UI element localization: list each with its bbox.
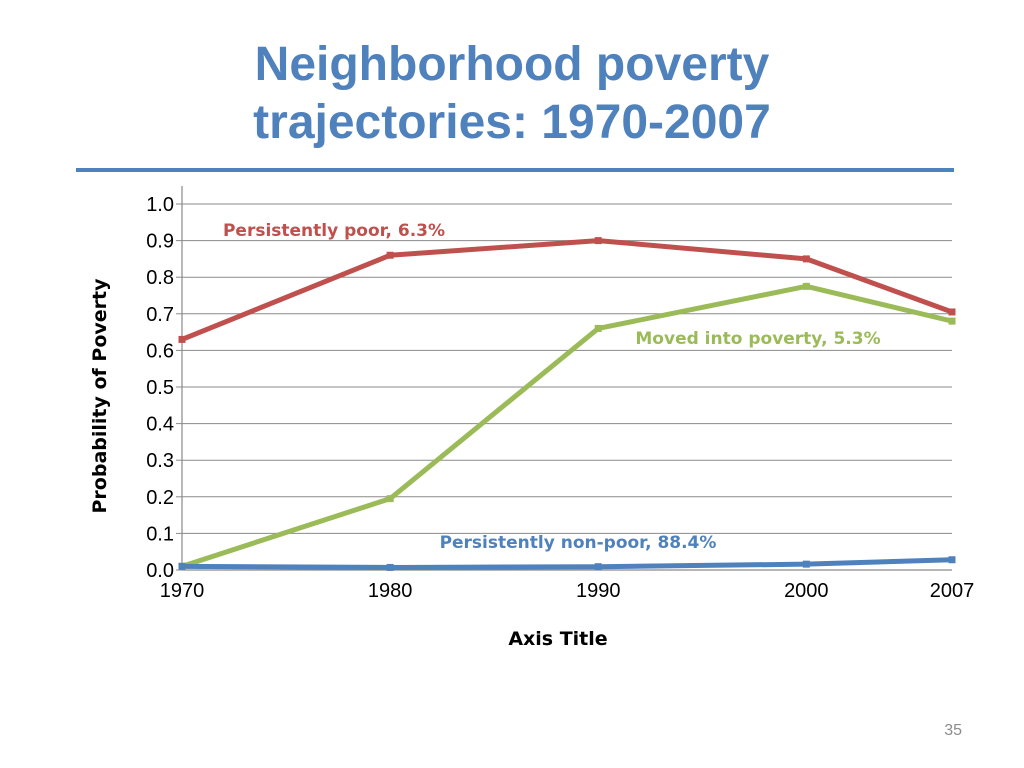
title-line-2: trajectories: 1970-2007 (253, 96, 771, 149)
title-divider (76, 168, 954, 172)
y-tick-label: 1.0 (146, 194, 174, 216)
data-point (178, 562, 186, 570)
data-point (948, 556, 956, 564)
data-point (386, 251, 394, 259)
y-tick-label: 0.6 (146, 340, 174, 362)
axes (181, 186, 952, 571)
y-tick-label: 0.2 (146, 487, 174, 509)
data-point (594, 563, 602, 571)
data-point (948, 317, 956, 325)
y-tick-labels: 0.0 0.1 0.2 0.3 0.4 0.5 0.6 0.7 0.8 0.9 1.0 (146, 194, 174, 582)
data-point (178, 335, 186, 343)
series-label: Moved into poverty, 5.3% (635, 329, 880, 349)
y-tick-label: 0.5 (146, 377, 174, 399)
title-line-1: Neighborhood poverty (254, 38, 770, 91)
page-number: 35 (944, 722, 962, 739)
y-tick-label: 0.9 (146, 231, 174, 253)
y-axis-title: Probability of Poverty (89, 278, 111, 514)
y-tick-label: 0.8 (146, 267, 174, 289)
data-point (948, 308, 956, 316)
x-tick-label: 2007 (930, 580, 975, 602)
series-labels: Persistently poor, 6.3% Moved into povert… (223, 221, 881, 553)
x-tick-label: 1970 (160, 580, 205, 602)
data-point (594, 237, 602, 245)
y-tick-label: 0.0 (146, 560, 174, 582)
y-tick-label: 0.4 (146, 414, 174, 436)
x-tick-labels: 1970 1980 1990 2000 2007 (160, 580, 975, 602)
data-point (802, 282, 810, 290)
data-point (594, 324, 602, 332)
x-tick-label: 1980 (368, 580, 413, 602)
series-line (181, 238, 953, 342)
slide-title: Neighborhood poverty trajectories: 1970-… (0, 36, 1024, 152)
x-tick-label: 1990 (576, 580, 621, 602)
x-axis-title: Axis Title (508, 628, 607, 650)
series-lines (178, 237, 956, 571)
data-point (802, 255, 810, 263)
series-label: Persistently non-poor, 88.4% (440, 533, 717, 553)
data-point (386, 563, 394, 571)
data-point (386, 495, 394, 503)
series-line (181, 557, 953, 570)
y-tick-label: 0.3 (146, 450, 174, 472)
gridlines (176, 203, 952, 571)
y-tick-label: 0.7 (146, 304, 174, 326)
y-tick-label: 0.1 (146, 523, 174, 545)
series-label: Persistently poor, 6.3% (223, 221, 445, 241)
data-point (802, 560, 810, 568)
x-tick-label: 2000 (784, 580, 829, 602)
